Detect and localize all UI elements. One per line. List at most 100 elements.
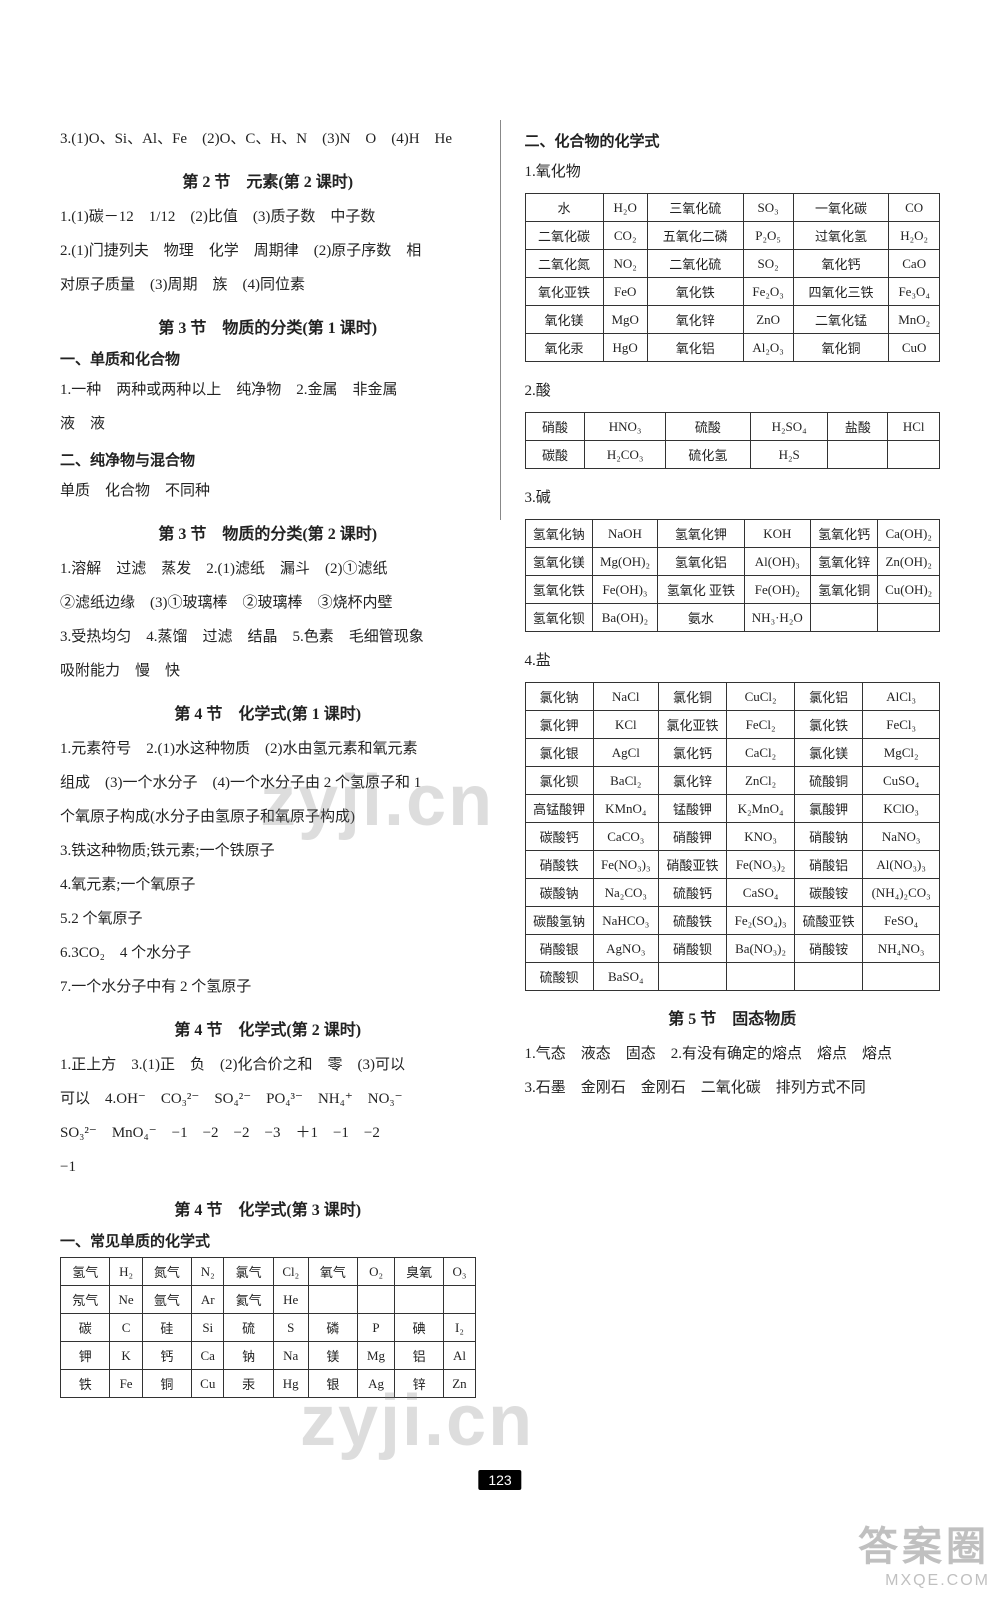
table-cell: Fe₂O₃ — [743, 278, 793, 306]
table-cell: 碳酸钠 — [525, 879, 593, 907]
table-row: 氯化钾KCl氯化亚铁FeCl₂氯化铁FeCl₃ — [525, 711, 940, 739]
table-cell: Hg — [273, 1370, 308, 1398]
table-cell: P — [358, 1314, 395, 1342]
answer-line: SO₃²⁻ MnO₄⁻ −1 −2 −2 −3 ＋1 −1 −2 — [60, 1118, 476, 1148]
table-cell: 硝酸铵 — [795, 935, 863, 963]
table-cell: AlCl₃ — [863, 683, 940, 711]
table-row: 氖气Ne氩气Ar氦气He — [61, 1286, 476, 1314]
table-cell: 氯化亚铁 — [658, 711, 726, 739]
table-cell: 锌 — [394, 1370, 443, 1398]
answer-line: 吸附能力 慢 快 — [60, 656, 476, 686]
table-cell — [888, 441, 940, 469]
table-cell: 氧化铜 — [793, 334, 889, 362]
table-cell: KCl — [593, 711, 658, 739]
table-row: 硝酸铁Fe(NO₃)₃硝酸亚铁Fe(NO₃)₂硝酸铝Al(NO₃)₃ — [525, 851, 940, 879]
table-cell: Al₂O₃ — [743, 334, 793, 362]
table-cell: H₂O₂ — [889, 222, 940, 250]
table-cell: P₂O₅ — [743, 222, 793, 250]
table-cell: 一氧化碳 — [793, 194, 889, 222]
table-cell: 氯化铜 — [658, 683, 726, 711]
table-cell: Fe(OH)₂ — [744, 576, 810, 604]
table-cell: H₂S — [750, 441, 828, 469]
sub-heading: 二、纯净物与混合物 — [60, 449, 476, 470]
table-row: 氯化钠NaCl氯化铜CuCl₂氯化铝AlCl₃ — [525, 683, 940, 711]
table-cell: 碳 — [61, 1314, 110, 1342]
table-cell: 磷 — [308, 1314, 357, 1342]
table-row: 碳C硅Si硫S磷P碘I₂ — [61, 1314, 476, 1342]
table-cell: Fe(OH)₃ — [592, 576, 657, 604]
table-cell: 氧化铝 — [647, 334, 743, 362]
table-cell: SO₂ — [743, 250, 793, 278]
table-cell: K — [110, 1342, 142, 1370]
table-cell: 氯化钡 — [525, 767, 593, 795]
table-cell: 氯化钙 — [658, 739, 726, 767]
table-row: 水H₂O三氧化硫SO₃一氧化碳CO — [525, 194, 940, 222]
table-cell: (NH₄)₂CO₃ — [863, 879, 940, 907]
table-row: 铁Fe铜Cu汞Hg银Ag锌Zn — [61, 1370, 476, 1398]
answer-line: 5.2 个氧原子 — [60, 904, 476, 934]
table-cell: 氯化钾 — [525, 711, 593, 739]
table-cell: 氯酸钾 — [795, 795, 863, 823]
table-cell: 锰酸钾 — [658, 795, 726, 823]
table-cell: 铁 — [61, 1370, 110, 1398]
table-cell: Cu — [192, 1370, 224, 1398]
table-cell: Al(OH)₃ — [744, 548, 810, 576]
table-label: 1.氧化物 — [525, 157, 941, 187]
table-row: 氢氧化镁Mg(OH)₂氢氧化铝Al(OH)₃氢氧化锌Zn(OH)₂ — [525, 548, 940, 576]
table-cell: 水 — [525, 194, 603, 222]
table-label: 3.碱 — [525, 483, 941, 513]
answer-line: 1.溶解 过滤 蒸发 2.(1)滤纸 漏斗 (2)①滤纸 — [60, 554, 476, 584]
table-row: 钾K钙Ca钠Na镁Mg铝Al — [61, 1342, 476, 1370]
table-cell: Fe(NO₃)₂ — [727, 851, 795, 879]
table-cell: NaNO₃ — [863, 823, 940, 851]
table-cell: NH₄NO₃ — [863, 935, 940, 963]
table-cell: 盐酸 — [828, 413, 888, 441]
right-column: 二、化合物的化学式 1.氧化物 水H₂O三氧化硫SO₃一氧化碳CO二氧化碳CO₂… — [525, 120, 941, 1540]
table-cell — [658, 963, 726, 991]
section-title: 第 4 节 化学式(第 3 课时) — [60, 1196, 476, 1220]
table-cell: 碳酸氢钠 — [525, 907, 593, 935]
table-cell — [727, 963, 795, 991]
table-cell: 氨水 — [658, 604, 745, 632]
table-cell: Fe(NO₃)₃ — [593, 851, 658, 879]
table-cell: NaOH — [592, 520, 657, 548]
section-title: 第 3 节 物质的分类(第 1 课时) — [60, 314, 476, 338]
table-cell: CaO — [889, 250, 940, 278]
table-cell: KClO₃ — [863, 795, 940, 823]
table-cell: KMnO₄ — [593, 795, 658, 823]
table-cell: 氢氧化钙 — [810, 520, 877, 548]
answer-line: 1.元素符号 2.(1)水这种物质 (2)水由氢元素和氧元素 — [60, 734, 476, 764]
table-cell: MnO₂ — [889, 306, 940, 334]
table-cell: 三氧化硫 — [647, 194, 743, 222]
table-cell — [444, 1286, 475, 1314]
table-cell: NO₂ — [603, 250, 647, 278]
table-cell: He — [273, 1286, 308, 1314]
section-title: 第 4 节 化学式(第 2 课时) — [60, 1016, 476, 1040]
table-row: 氯化银AgCl氯化钙CaCl₂氯化镁MgCl₂ — [525, 739, 940, 767]
table-cell: 钙 — [142, 1342, 191, 1370]
table-cell: K₂MnO₄ — [727, 795, 795, 823]
table-cell: 硅 — [142, 1314, 191, 1342]
table-cell: Cl₂ — [273, 1258, 308, 1286]
table-cell: 镁 — [308, 1342, 357, 1370]
table-cell: SO₃ — [743, 194, 793, 222]
table-cell: 碳酸铵 — [795, 879, 863, 907]
table-cell: O₃ — [444, 1258, 475, 1286]
oxides-table: 水H₂O三氧化硫SO₃一氧化碳CO二氧化碳CO₂五氧化二磷P₂O₅过氧化氢H₂O… — [525, 193, 941, 362]
table-row: 碳酸H₂CO₃硫化氢H₂S — [525, 441, 940, 469]
table-cell: 氢氧化铁 — [525, 576, 592, 604]
table-cell: Ag — [358, 1370, 395, 1398]
table-cell: 氧化锌 — [647, 306, 743, 334]
table-cell: N₂ — [192, 1258, 224, 1286]
table-cell: 氯化镁 — [795, 739, 863, 767]
table-cell: Al(NO₃)₃ — [863, 851, 940, 879]
table-cell — [878, 604, 940, 632]
table-row: 碳酸氢钠NaHCO₃硫酸铁Fe₂(SO₄)₃硫酸亚铁FeSO₄ — [525, 907, 940, 935]
table-cell — [863, 963, 940, 991]
table-cell: 氧化亚铁 — [525, 278, 603, 306]
table-cell: KOH — [744, 520, 810, 548]
table-cell: 硝酸铁 — [525, 851, 593, 879]
table-row: 氧化汞HgO氧化铝Al₂O₃氧化铜CuO — [525, 334, 940, 362]
table-row: 氢氧化钠NaOH氢氧化钾KOH氢氧化钙Ca(OH)₂ — [525, 520, 940, 548]
answer-line: 7.一个水分子中有 2 个氢原子 — [60, 972, 476, 1002]
